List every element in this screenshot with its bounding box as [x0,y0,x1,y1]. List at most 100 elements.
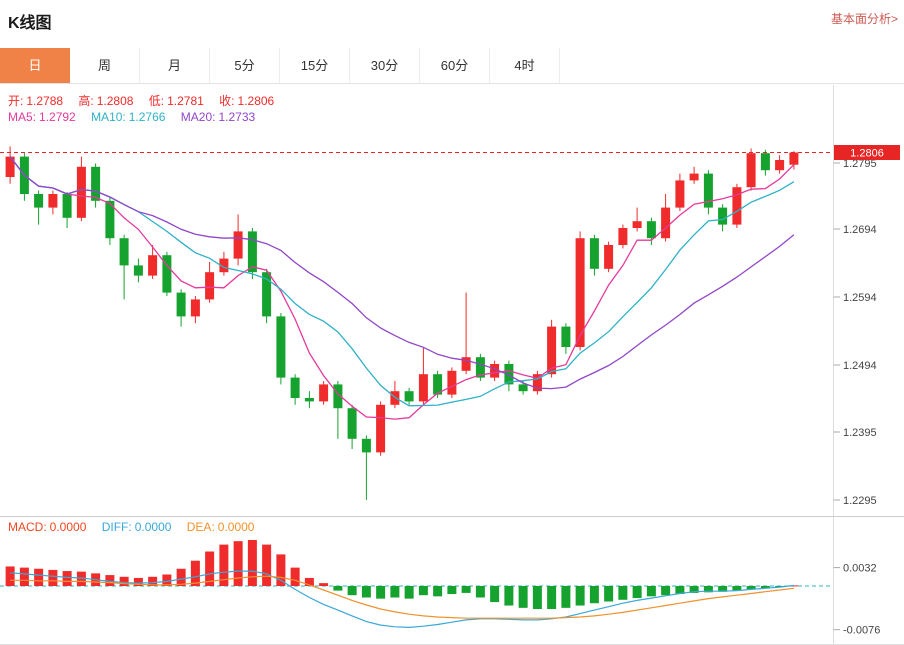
current-price-tag-label: 1.2806 [850,148,884,160]
candle-body [176,292,186,317]
price-axis-label: 1.2694 [843,224,877,236]
macd-histogram-bar [746,586,756,590]
tab-day[interactable]: 日 [0,48,70,83]
candle-body [233,231,243,259]
tab-15min[interactable]: 15分 [280,48,350,83]
tab-60min[interactable]: 60分 [420,48,490,83]
tab-5min[interactable]: 5分 [210,48,280,83]
macd-histogram-bar [34,568,44,586]
macd-histogram-bar [561,586,571,608]
macd-histogram-bar [347,586,357,596]
macd-histogram-bar [304,577,314,586]
macd-histogram-bar [461,586,471,593]
macd-histogram-bar [148,576,158,586]
interval-tabbar: 日 周 月 5分 15分 30分 60分 4时 [0,48,904,84]
macd-histogram-bar [233,541,243,586]
macd-histogram-bar [276,554,286,586]
candle-body [561,326,571,347]
macd-histogram-bar [219,544,229,586]
candle-body [433,374,443,395]
macd-histogram-bar [547,586,557,609]
fundamental-analysis-link[interactable]: 基本面分析> [830,12,898,26]
macd-histogram-bar [62,571,72,586]
candle-body [689,173,699,181]
macd-histogram-bar [205,551,215,586]
price-axis-label: 1.2494 [843,360,877,372]
candle-body [76,166,86,218]
macd-histogram-bar [532,586,542,609]
candle-body [789,152,799,165]
tab-week[interactable]: 周 [70,48,140,83]
candle-body [518,384,528,392]
candle-body [347,408,357,439]
candle-body [475,357,485,378]
ma10-line [9,156,795,407]
candle-body [618,228,628,245]
candle-body [62,194,72,218]
candle-body [133,265,143,276]
candle-body [148,255,158,276]
candle-body [418,374,428,402]
candle-body [91,166,101,201]
macd-histogram-bar [190,560,200,586]
candle-body [190,299,200,317]
macd-histogram-bar [504,586,514,606]
macd-histogram-bar [262,544,272,586]
candle-body [105,200,115,239]
macd-histogram-bar [760,586,770,589]
macd-axis-label: -0.0076 [843,625,880,637]
candle-body [575,238,585,347]
candle-body [547,326,557,375]
macd-histogram-bar [718,586,728,592]
macd-histogram-bar [404,586,414,599]
macd-histogram-bar [390,586,400,598]
candle-body [760,153,770,171]
candle-body [247,231,257,273]
price-axis-label: 1.2295 [843,495,877,507]
candle-body [703,173,713,208]
macd-histogram-bar [518,586,528,608]
macd-histogram-bar [689,586,699,593]
macd-histogram-bar [661,586,671,596]
page-title: K线图 [8,15,52,32]
candle-body [361,438,371,453]
macd-histogram-bar [589,586,599,604]
candle-body [447,370,457,395]
candle-body [461,357,471,371]
ma5-line [9,156,795,420]
macd-histogram-bar [333,586,343,591]
candle-body [589,238,599,269]
candle-body [646,221,656,239]
candle-body [746,153,756,188]
macd-histogram-bar [176,568,186,586]
candle-body [604,245,614,269]
macd-histogram-bar [48,569,58,586]
macd-histogram-bar [732,586,742,591]
macd-histogram-bar [119,576,129,586]
macd-histogram-bar [19,567,29,586]
candle-body [205,272,215,300]
candle-body [333,384,343,409]
macd-histogram-bar [475,586,485,598]
header: K线图 基本面分析> [0,0,904,48]
macd-histogram-bar [418,586,428,596]
dea-line [10,575,794,619]
candle-body [5,156,15,177]
macd-histogram-bar [703,586,713,593]
macd-histogram-bar [361,586,371,598]
candle-body [319,384,329,402]
tab-4hour[interactable]: 4时 [490,48,560,83]
macd-histogram-bar [247,540,257,586]
tab-month[interactable]: 月 [140,48,210,83]
price-axis-label: 1.2395 [843,427,877,439]
macd-histogram-bar [632,586,642,599]
candle-body [490,364,500,378]
macd-histogram-bar [76,571,86,586]
candle-body [661,207,671,239]
macd-histogram-bar [290,567,300,586]
macd-histogram-bar [646,586,656,597]
diff-line [10,570,794,629]
candle-body [162,255,172,293]
tab-30min[interactable]: 30分 [350,48,420,83]
